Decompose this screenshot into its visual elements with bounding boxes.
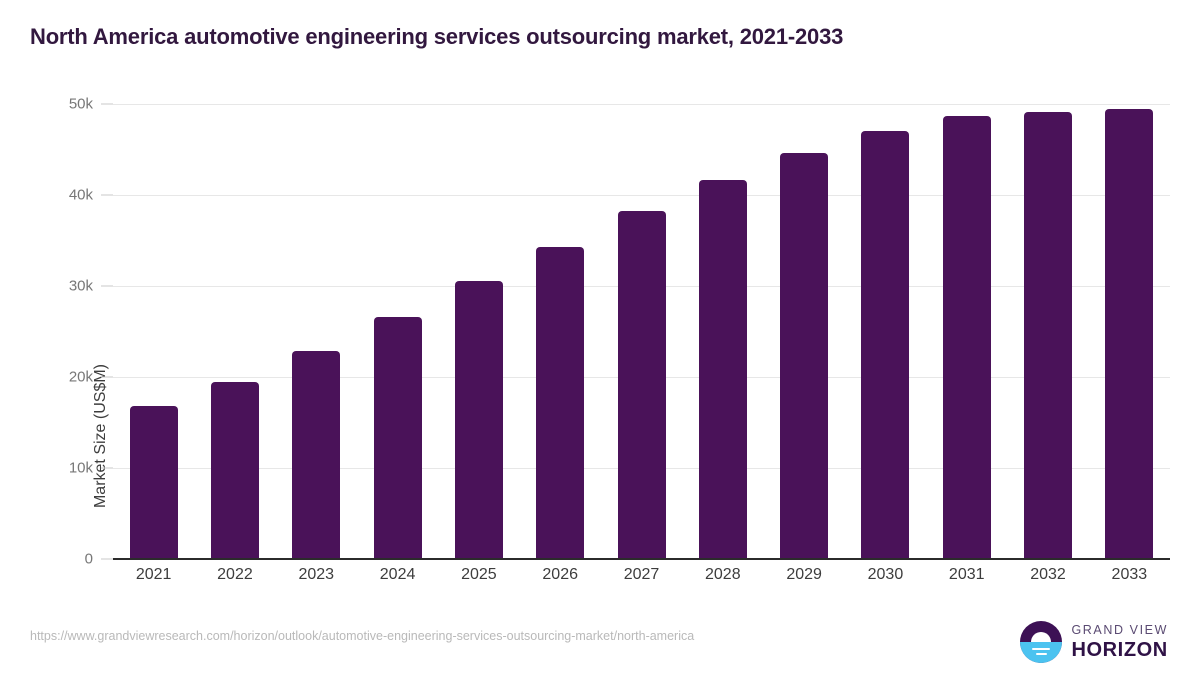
y-tick-mark xyxy=(101,194,113,196)
x-tick-label: 2022 xyxy=(217,566,253,583)
bar[interactable] xyxy=(780,153,829,559)
x-tick-label: 2026 xyxy=(542,566,578,583)
gridline xyxy=(113,195,1170,196)
bar[interactable] xyxy=(292,350,341,559)
y-tick-mark xyxy=(101,376,113,378)
bar[interactable] xyxy=(536,246,585,559)
y-tick-label: 0 xyxy=(84,550,93,568)
y-tick-mark xyxy=(101,558,113,560)
x-axis-line xyxy=(113,558,1170,560)
horizon-sun-circle-icon xyxy=(1020,621,1063,663)
x-tick-label: 2028 xyxy=(705,566,741,583)
logo-top-text: GRAND VIEW xyxy=(1071,623,1168,638)
x-tick-label: 2033 xyxy=(1111,566,1148,583)
plot-area xyxy=(113,104,1170,560)
x-tick-label: 2023 xyxy=(298,566,335,583)
x-tick-label: 2029 xyxy=(786,566,822,583)
bar[interactable] xyxy=(1024,112,1073,559)
bar-series xyxy=(113,104,1170,559)
page-title: North America automotive engineering ser… xyxy=(30,24,844,49)
bar[interactable] xyxy=(1105,109,1154,559)
bar[interactable] xyxy=(617,211,666,559)
y-tick-label: 40k xyxy=(68,186,93,204)
x-tick-label: 2024 xyxy=(379,566,416,583)
logo-bottom-text: HORIZON xyxy=(1071,638,1168,661)
y-tick-label: 50k xyxy=(68,95,93,113)
y-tick-label: 30k xyxy=(68,277,93,295)
y-axis-title: Market Size (US$M) xyxy=(92,363,109,509)
bar[interactable] xyxy=(942,115,991,559)
x-tick-label: 2030 xyxy=(867,566,904,583)
y-tick-label: 20k xyxy=(68,368,93,386)
y-tick-mark xyxy=(101,467,113,469)
x-tick-label: 2027 xyxy=(623,566,660,583)
bar[interactable] xyxy=(373,316,422,559)
x-tick-label: 2021 xyxy=(135,566,172,583)
logo-line-lower xyxy=(1035,652,1047,655)
logo-text: GRAND VIEW HORIZON xyxy=(1071,624,1168,660)
source-url-label: https://www.grandviewresearch.com/horizo… xyxy=(30,629,695,643)
grand-view-horizon-logo: GRAND VIEW HORIZON xyxy=(1020,621,1168,663)
bar[interactable] xyxy=(210,382,259,559)
bar[interactable] xyxy=(861,131,910,559)
logo-line-upper xyxy=(1032,647,1051,650)
x-tick-label: 2025 xyxy=(461,566,497,583)
y-axis: Market Size (US$M) 0 10k 20k 30k 40k 50k xyxy=(0,96,113,568)
bar[interactable] xyxy=(454,281,503,559)
x-axis: 2021 2022 2023 2024 2025 2026 2027 2028 2029 2030… xyxy=(113,566,1170,596)
bar[interactable] xyxy=(129,406,178,559)
bar[interactable] xyxy=(698,179,747,559)
y-tick-mark xyxy=(101,285,113,287)
gridline xyxy=(113,104,1170,105)
logo-sun-dome-shape xyxy=(1031,632,1052,642)
y-tick-label: 10k xyxy=(68,459,93,477)
y-tick-mark xyxy=(101,103,113,105)
x-tick-label: 2031 xyxy=(948,566,985,583)
x-tick-label: 2032 xyxy=(1030,566,1066,583)
